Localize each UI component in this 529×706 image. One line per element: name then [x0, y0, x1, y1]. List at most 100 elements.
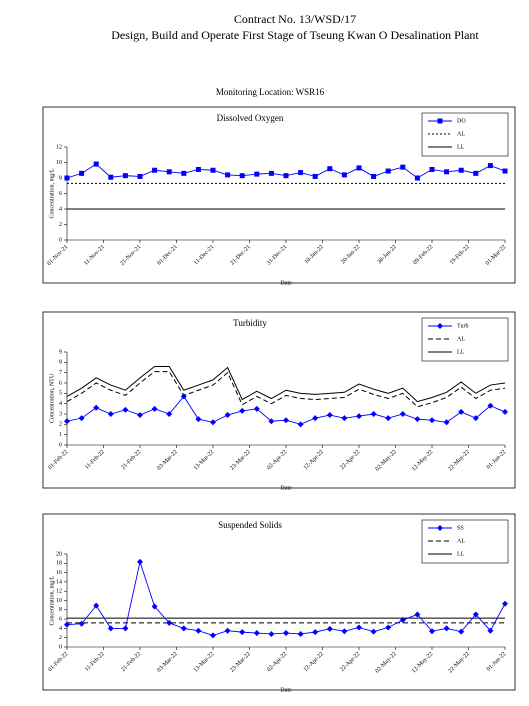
- marker: [298, 170, 304, 176]
- y-tick-label: 8: [59, 175, 62, 181]
- marker: [137, 173, 143, 179]
- marker: [326, 412, 333, 419]
- marker: [166, 169, 172, 175]
- marker: [327, 166, 333, 172]
- marker: [399, 617, 406, 624]
- y-tick-label: 0: [59, 237, 62, 243]
- y-axis-label: Concentration, mg/L: [49, 575, 55, 625]
- y-tick-label: 5: [59, 391, 62, 397]
- marker: [108, 174, 114, 180]
- marker: [283, 630, 289, 637]
- marker: [473, 170, 479, 176]
- x-tick-label: 13-Mar-22: [193, 449, 216, 472]
- x-tick-label: 11-Feb-22: [84, 651, 106, 673]
- marker: [326, 625, 333, 632]
- marker: [297, 421, 304, 428]
- marker: [356, 165, 362, 171]
- y-tick-label: 6: [59, 191, 62, 197]
- x-tick-label: 12-Apr-22: [303, 449, 325, 471]
- marker: [312, 173, 318, 179]
- chart-frame: [42, 311, 516, 489]
- marker: [356, 624, 362, 631]
- marker: [64, 418, 70, 425]
- marker: [444, 169, 450, 175]
- marker: [283, 417, 289, 424]
- y-tick-label: 7: [59, 370, 62, 376]
- legend-label: AL: [457, 538, 465, 544]
- marker: [472, 415, 479, 422]
- series-line: [66, 371, 506, 408]
- x-tick-label: 01-Feb-22: [47, 651, 69, 673]
- x-tick-label: 01-Jun-22: [486, 651, 507, 672]
- marker: [458, 628, 465, 635]
- marker: [297, 630, 304, 637]
- x-tick-label: 22-Apr-22: [339, 651, 361, 673]
- x-tick-label: 11-Nov-21: [83, 244, 106, 267]
- y-tick-label: 2: [59, 635, 62, 641]
- marker: [253, 405, 260, 412]
- series-line: [66, 560, 506, 636]
- y-tick-label: 18: [56, 561, 62, 567]
- marker: [385, 168, 391, 174]
- marker: [341, 415, 348, 422]
- y-tick-label: 9: [59, 349, 62, 355]
- marker: [414, 611, 421, 618]
- chart-title: Suspended Solids: [218, 520, 282, 530]
- x-tick-label: 19-Feb-22: [449, 244, 471, 266]
- marker: [312, 415, 319, 422]
- x-tick-label: 01-Mar-22: [485, 244, 508, 267]
- marker: [166, 411, 173, 417]
- marker: [283, 173, 289, 179]
- marker: [312, 629, 319, 636]
- x-tick-label: 01-Dec-21: [157, 244, 179, 266]
- x-tick-label: 03-Mar-22: [156, 651, 179, 674]
- marker: [487, 402, 494, 409]
- x-tick-label: 30-Jan-22: [377, 244, 398, 265]
- marker: [195, 416, 202, 423]
- x-tick-label: 22-May-22: [448, 651, 471, 674]
- y-tick-label: 2: [59, 422, 62, 428]
- x-tick-label: 03-Mar-22: [156, 449, 179, 472]
- marker: [502, 408, 508, 415]
- contract-title: Contract No. 13/WSD/17: [234, 12, 356, 26]
- y-tick-label: 6: [59, 380, 62, 386]
- marker: [79, 170, 85, 176]
- legend-label: DO: [457, 118, 466, 124]
- marker: [225, 172, 231, 178]
- marker: [502, 600, 508, 607]
- series-line: [66, 365, 506, 403]
- chart-frame: [42, 513, 516, 691]
- x-tick-label: 22-May-22: [448, 449, 471, 472]
- marker: [472, 611, 479, 618]
- marker: [414, 416, 421, 423]
- legend-label: Turb: [457, 323, 468, 329]
- marker: [122, 625, 129, 632]
- x-tick-label: 02-May-22: [375, 651, 398, 674]
- x-tick-label: 02-May-22: [375, 449, 398, 472]
- marker: [400, 164, 406, 170]
- chart-title: Turbidity: [233, 318, 267, 328]
- y-tick-label: 4: [59, 401, 62, 407]
- x-tick-label: 01-Nov-21: [47, 244, 70, 267]
- x-tick-label: 09-Feb-22: [412, 244, 434, 266]
- marker: [151, 603, 158, 610]
- marker: [341, 628, 348, 635]
- marker: [268, 170, 274, 176]
- x-tick-label: 11-Dec-21: [193, 244, 215, 266]
- y-tick-label: 1: [59, 432, 62, 438]
- y-tick-label: 3: [59, 411, 62, 417]
- legend-label: SS: [457, 525, 464, 531]
- marker: [443, 419, 450, 426]
- x-tick-label: 12-Apr-22: [303, 651, 325, 673]
- x-tick-label: 22-Apr-22: [339, 449, 361, 471]
- x-axis-label: Date: [280, 280, 292, 286]
- marker: [371, 173, 377, 179]
- marker: [385, 624, 392, 631]
- marker: [429, 166, 435, 172]
- legend-label: AL: [457, 336, 465, 342]
- y-tick-label: 0: [59, 644, 62, 650]
- x-tick-label: 31-Dec-21: [266, 244, 288, 266]
- x-tick-label: 02-Apr-22: [266, 651, 288, 673]
- legend-box: [421, 519, 509, 564]
- x-tick-label: 21-Feb-22: [120, 651, 142, 673]
